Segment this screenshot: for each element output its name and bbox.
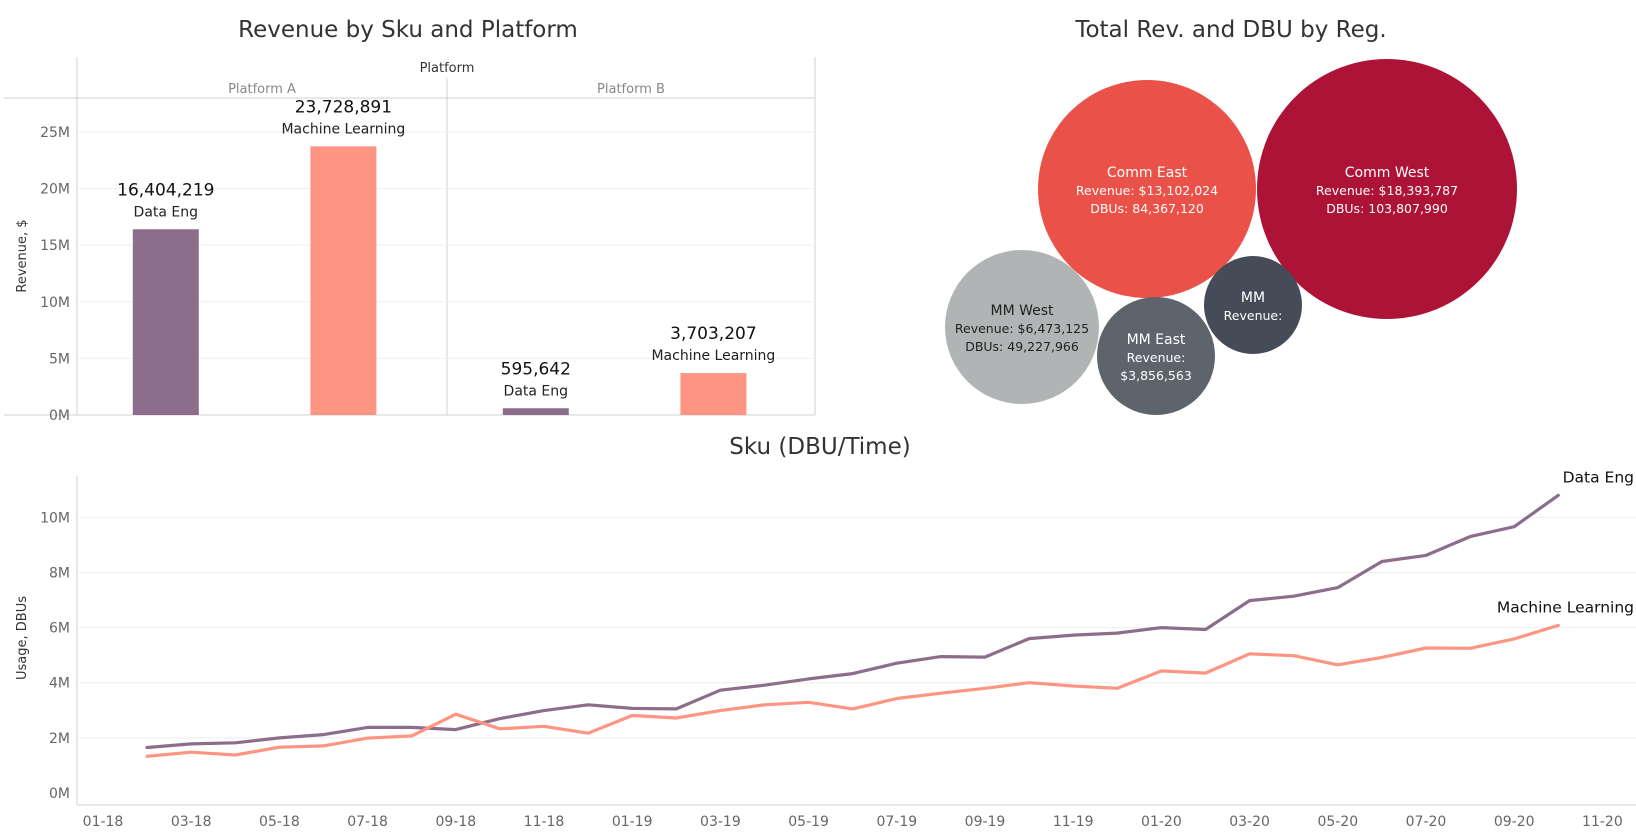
line-series-machine-learning	[145, 623, 1560, 758]
bar-y-tick-label: 25M	[40, 125, 70, 141]
line-y-tick-label: 0M	[49, 786, 70, 802]
line-x-tick-label: 09-18	[435, 814, 476, 830]
line-y-tick-label: 2M	[49, 731, 70, 747]
bar-sku-label: Data Eng	[504, 383, 568, 399]
line-x-tick-label: 11-20	[1582, 814, 1623, 830]
bubble-region-label: MM West	[990, 303, 1054, 319]
bubble-detail-label: DBUs: 103,807,990	[1326, 201, 1448, 216]
bubble-comm-west	[1257, 59, 1517, 319]
bar-sku-label: Machine Learning	[281, 121, 405, 137]
line-y-ticks: 0M 2M 4M 6M 8M 10M	[40, 510, 70, 802]
line-end-label-data-eng: Data Eng	[1563, 468, 1634, 486]
line-x-tick-label: 05-18	[259, 814, 300, 830]
bubble-mm-west	[945, 250, 1099, 404]
bubble-region-label: MM	[1241, 290, 1265, 306]
bar-value-label: 23,728,891	[295, 97, 392, 117]
bar-chart-title: Revenue by Sku and Platform	[238, 17, 578, 43]
bubble-mm-east	[1097, 297, 1215, 415]
bubble-detail-label: DBUs: 49,227,966	[965, 339, 1079, 354]
region-bubble-chart: Total Rev. and DBU by Reg. Comm West Reve…	[945, 17, 1517, 415]
bar-gridlines	[77, 131, 815, 359]
bubble-detail-label: $3,856,563	[1120, 368, 1192, 383]
bar-y-tick-label: 20M	[40, 182, 70, 198]
line-x-tick-label: 07-19	[876, 814, 917, 830]
line-x-tick-label: 03-19	[700, 814, 741, 830]
bar-value-label: 16,404,219	[117, 180, 214, 200]
line-x-tick-label: 01-20	[1141, 814, 1182, 830]
bubble-region-label: MM East	[1127, 332, 1186, 348]
bar-platform-b-machine-learning	[680, 373, 747, 415]
bar-y-tick-label: 10M	[40, 295, 70, 311]
sku-dbu-time-chart: Sku (DBU/Time) Usage, DBUs 0M 2M 4M 6M 8M 10M…	[15, 434, 1636, 830]
panel-label-platform-b: Platform B	[597, 82, 665, 97]
bubble-detail-label: Revenue: $6,473,125	[955, 321, 1089, 336]
line-gridlines	[77, 516, 1636, 739]
line-x-ticks: 01-18 03-18 05-18 07-18 09-18 11-18 01-19 03-19…	[83, 814, 1623, 830]
bar-platform-a-data-eng	[132, 229, 199, 415]
bubble-detail-label: Revenue: $18,393,787	[1316, 183, 1458, 198]
bubble-chart-title: Total Rev. and DBU by Reg.	[1074, 17, 1386, 43]
bar-sku-label: Data Eng	[134, 204, 198, 220]
line-x-tick-label: 01-18	[83, 814, 124, 830]
bubble-detail-label: Revenue:	[1224, 308, 1283, 323]
line-x-tick-label: 09-20	[1494, 814, 1535, 830]
bubble-region-label: Comm East	[1107, 165, 1188, 181]
bar-platform-b-data-eng	[502, 408, 569, 415]
bar-y-axis-label: Revenue, $	[15, 219, 30, 292]
bar-marks: 16,404,219 Data Eng 23,728,891 Machine Lear…	[117, 97, 775, 416]
line-x-tick-label: 11-19	[1053, 814, 1094, 830]
bar-sku-label: Machine Learning	[651, 348, 775, 364]
bar-platform-a-machine-learning	[310, 146, 377, 416]
bar-y-ticks: 0M 5M 10M 15M 20M 25M	[40, 125, 70, 424]
bubble-comm-east	[1038, 80, 1256, 298]
bubble-mm	[1204, 256, 1302, 354]
line-y-axis-label: Usage, DBUs	[15, 596, 30, 680]
line-series: Data Eng Machine Learning	[145, 468, 1634, 758]
line-chart-title: Sku (DBU/Time)	[729, 434, 910, 460]
bar-y-tick-label: 0M	[49, 408, 70, 424]
line-x-tick-label: 03-20	[1229, 814, 1270, 830]
line-x-tick-label: 07-18	[347, 814, 388, 830]
line-x-tick-label: 03-18	[171, 814, 212, 830]
line-series-data-eng	[145, 493, 1560, 750]
bar-value-label: 3,703,207	[670, 324, 757, 344]
bubble-marks: Comm West Revenue: $18,393,787 DBUs: 103,8…	[945, 59, 1517, 415]
bar-value-label: 595,642	[501, 359, 571, 379]
line-x-tick-label: 07-20	[1406, 814, 1447, 830]
bubble-region-label: Comm West	[1345, 165, 1430, 181]
platform-column-header: Platform	[420, 61, 475, 76]
line-y-tick-label: 10M	[40, 510, 70, 526]
line-x-tick-label: 01-19	[612, 814, 653, 830]
line-y-tick-label: 4M	[49, 676, 70, 692]
bubble-detail-label: Revenue:	[1127, 350, 1186, 365]
bar-y-tick-label: 5M	[49, 351, 70, 367]
line-x-tick-label: 09-19	[965, 814, 1006, 830]
line-end-label-machine-learning: Machine Learning	[1497, 598, 1634, 616]
bubble-detail-label: Revenue: $13,102,024	[1076, 183, 1218, 198]
revenue-by-sku-chart: Revenue by Sku and Platform Platform Pla…	[4, 17, 816, 424]
line-y-tick-label: 6M	[49, 621, 70, 637]
line-x-tick-label: 05-19	[788, 814, 829, 830]
panel-label-platform-a: Platform A	[228, 82, 296, 97]
line-x-tick-label: 11-18	[524, 814, 565, 830]
bubble-detail-label: DBUs: 84,367,120	[1090, 201, 1204, 216]
line-x-tick-label: 05-20	[1317, 814, 1358, 830]
bar-y-tick-label: 15M	[40, 238, 70, 254]
line-y-tick-label: 8M	[49, 565, 70, 581]
